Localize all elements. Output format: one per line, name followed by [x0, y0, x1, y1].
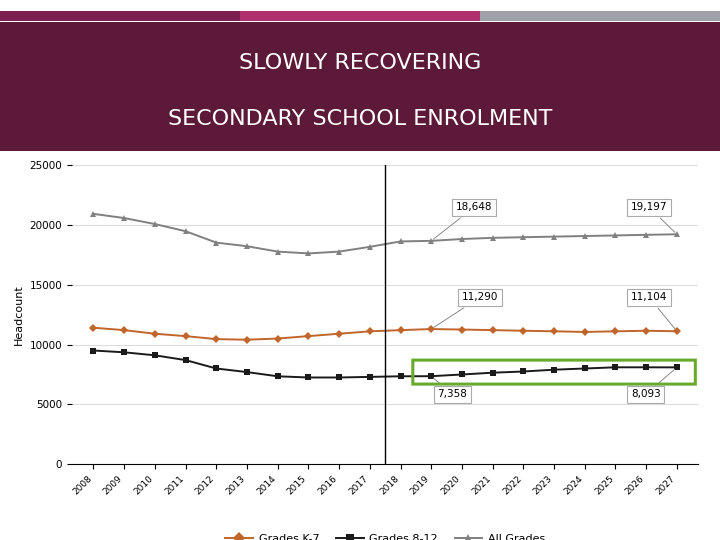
- Text: SECONDARY SCHOOL ENROLMENT: SECONDARY SCHOOL ENROLMENT: [168, 109, 552, 129]
- Text: 11,104: 11,104: [631, 292, 675, 329]
- Y-axis label: Headcount: Headcount: [14, 284, 24, 345]
- Text: 11,290: 11,290: [433, 292, 498, 328]
- Text: 19,197: 19,197: [631, 202, 675, 232]
- Text: 7,358: 7,358: [433, 378, 467, 399]
- Text: 8,093: 8,093: [631, 369, 675, 399]
- Text: SLOWLY RECOVERING: SLOWLY RECOVERING: [239, 53, 481, 73]
- Legend: Grades K-7, Grades 8-12, All Grades: Grades K-7, Grades 8-12, All Grades: [221, 530, 549, 540]
- Text: 18,648: 18,648: [433, 202, 492, 239]
